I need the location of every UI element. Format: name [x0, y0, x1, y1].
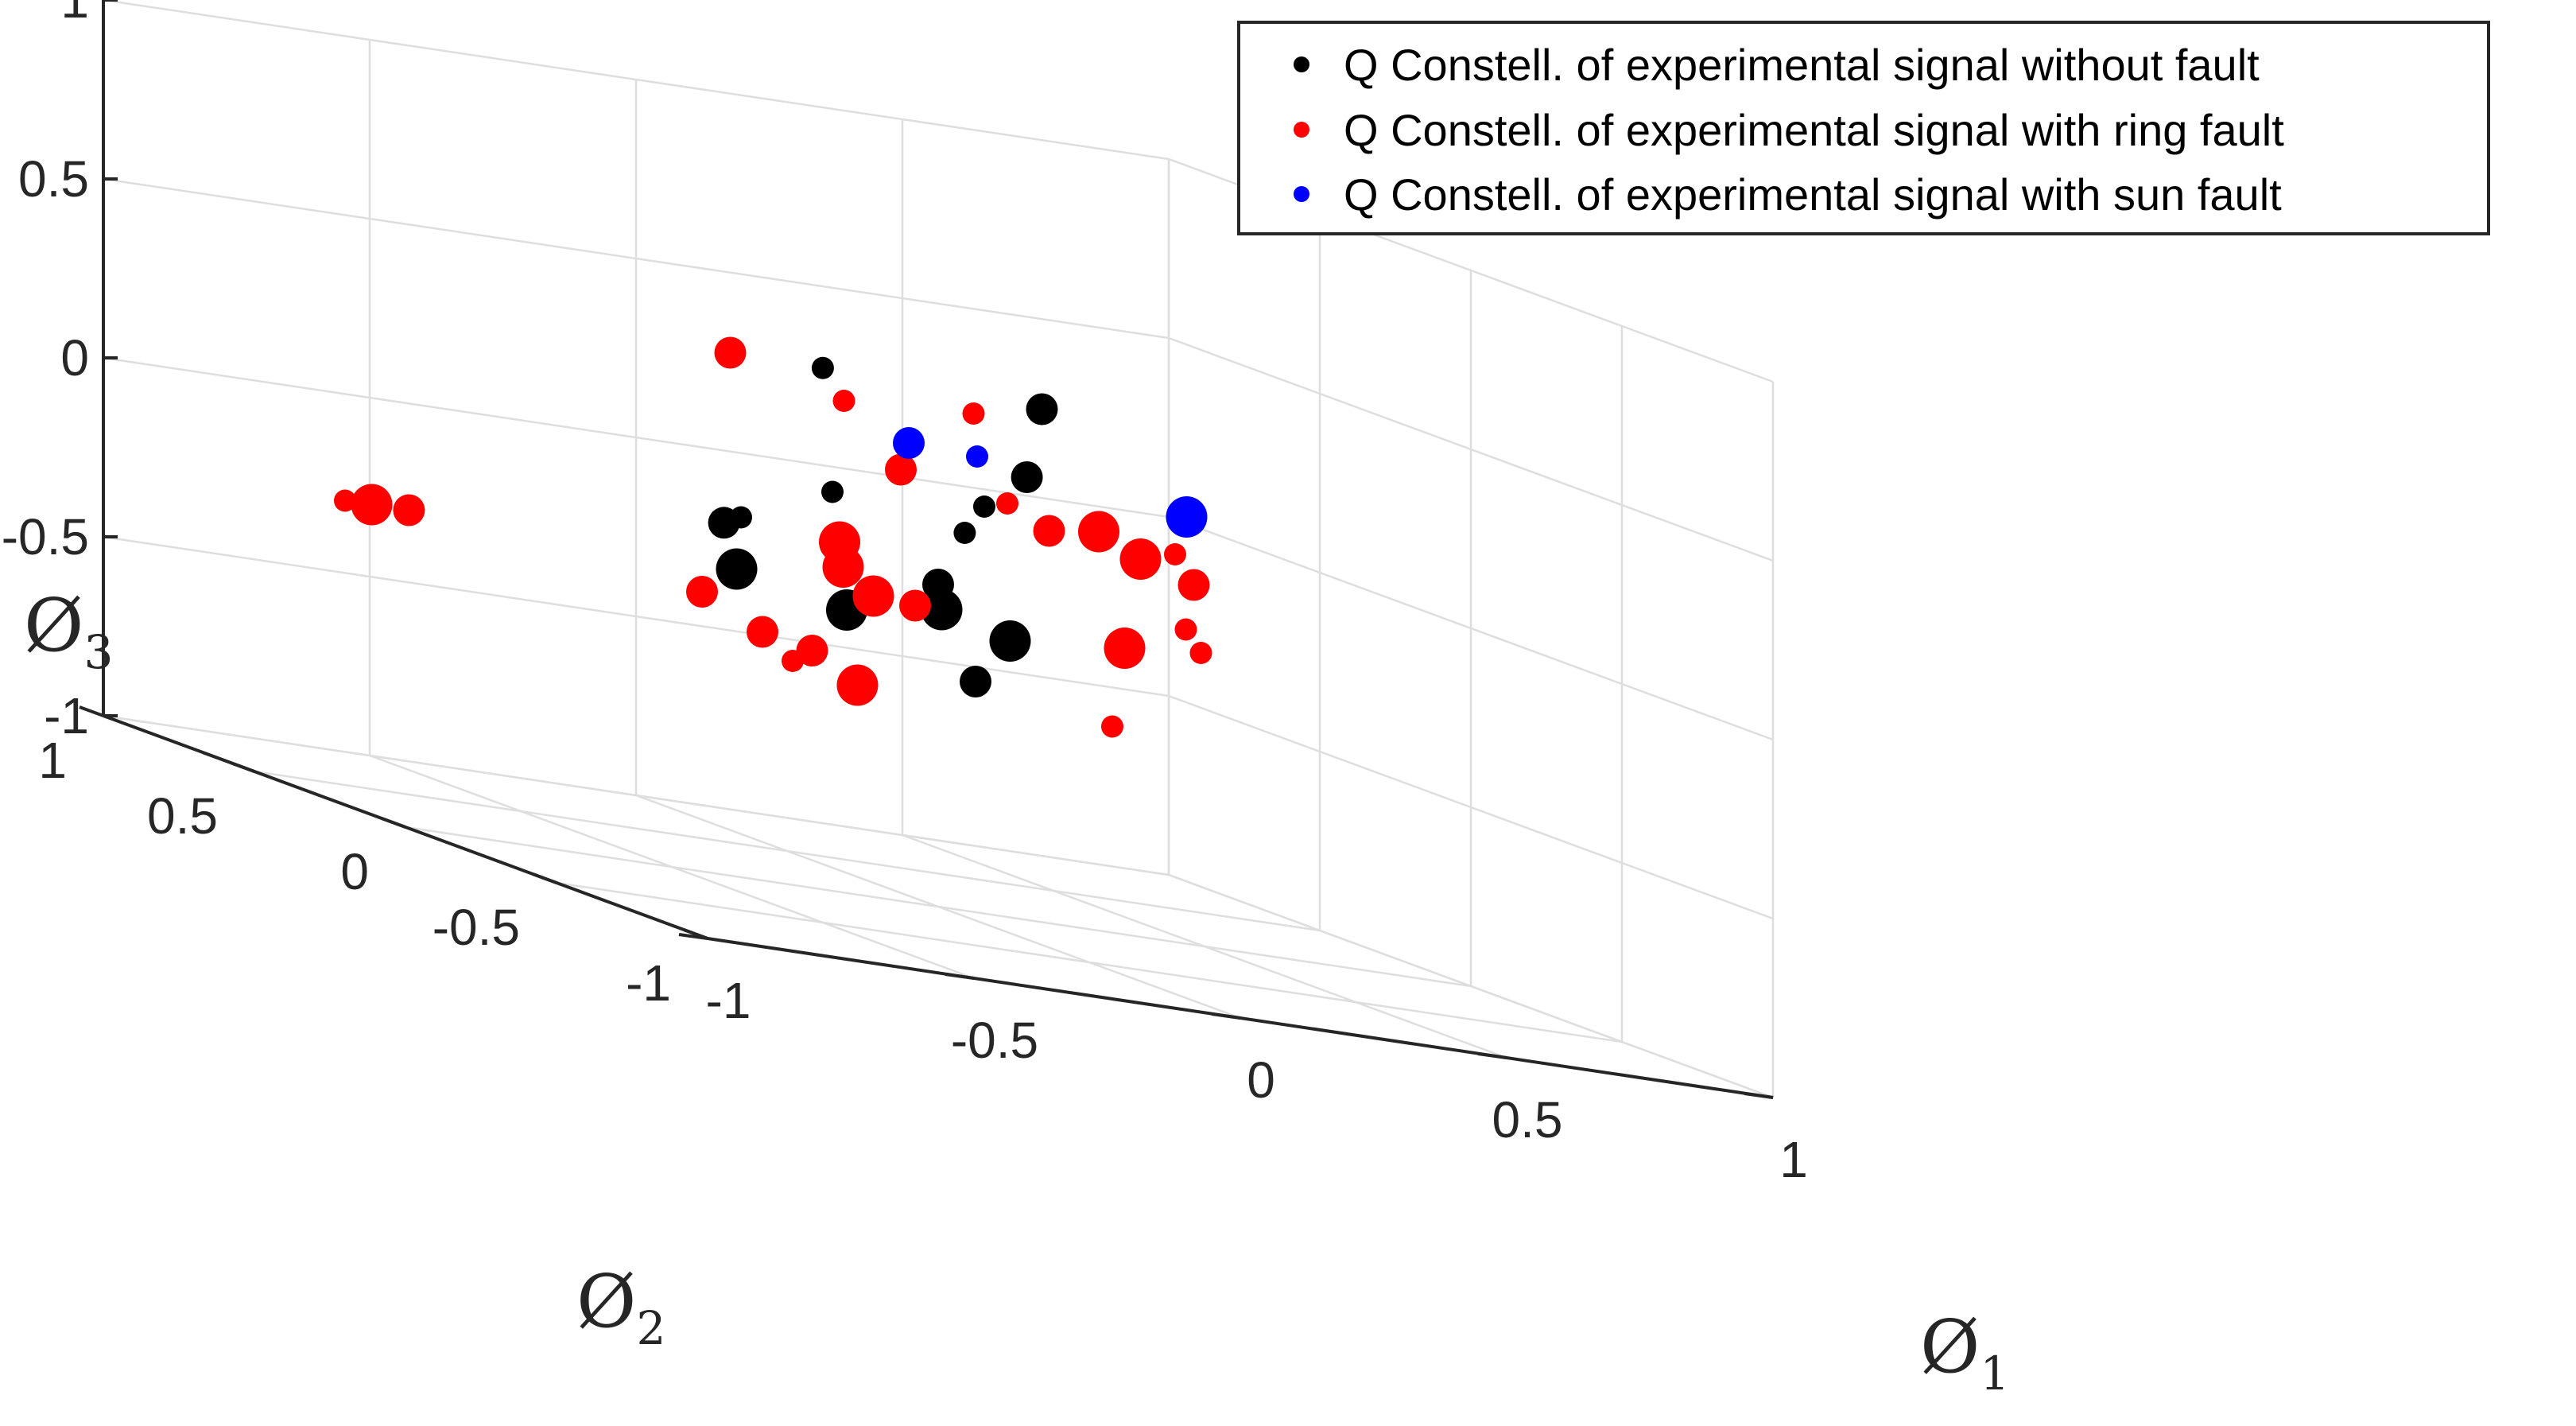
data-point-series-2 [1177, 569, 1210, 601]
x-tick-label: 1 [1779, 1131, 1808, 1188]
legend-label-ring-fault: Q Constell. of experimental signal with … [1344, 105, 2284, 155]
grid-line [103, 0, 1170, 161]
grid-line [103, 177, 1170, 340]
data-point-series-2 [351, 484, 393, 526]
data-point-series-2 [796, 635, 828, 666]
data-point-series-2 [686, 576, 718, 608]
data-point-series-2 [1101, 715, 1123, 738]
data-point-series-1 [973, 495, 995, 518]
y-tick-label: -0.5 [433, 899, 520, 956]
grid-line [1168, 515, 1774, 741]
legend-marker-sun-fault [1294, 186, 1309, 202]
x-tick-label: -1 [706, 972, 751, 1029]
z-tick-label: 0.5 [18, 150, 89, 208]
x-tick-label: -0.5 [951, 1012, 1038, 1069]
legend: Q Constell. of experimental signal witho… [1237, 21, 2490, 235]
data-point-series-2 [1104, 628, 1146, 669]
data-point-series-2 [996, 492, 1018, 515]
x-tick-mark [1744, 1092, 1774, 1099]
data-point-series-2 [1164, 543, 1186, 565]
data-point-series-2 [1033, 515, 1065, 547]
legend-marker-no-fault [1294, 56, 1309, 72]
data-point-series-1 [960, 666, 991, 697]
grid-line [254, 770, 1321, 932]
x-tick-mark [1477, 1052, 1507, 1059]
y-tick-mark [381, 817, 406, 829]
data-point-series-2 [899, 589, 931, 622]
data-point-series-2 [1174, 618, 1197, 641]
data-point-series-2 [334, 489, 356, 512]
z-axis-label: Ø3 [24, 583, 113, 679]
data-point-series-2 [832, 390, 855, 412]
data-point-series-3 [893, 427, 925, 459]
data-point-series-2 [885, 453, 917, 486]
data-point-series-2 [1119, 538, 1162, 580]
x-tick-label: 0 [1247, 1051, 1275, 1109]
data-point-series-2 [836, 664, 879, 706]
x-tick-mark [678, 933, 708, 940]
axis-lines [79, 0, 1774, 1099]
grid-lines [102, 0, 1775, 1099]
y-tick-label: 0 [340, 843, 369, 900]
grid-line [405, 826, 1472, 988]
data-point-series-1 [730, 506, 752, 529]
z-tick-label: -1 [44, 687, 89, 744]
data-point-series-1 [1026, 393, 1058, 425]
legend-box [1237, 21, 2490, 235]
data-point-series-2 [393, 494, 425, 526]
legend-label-sun-fault: Q Constell. of experimental signal with … [1344, 169, 2282, 220]
data-point-series-2 [962, 402, 985, 425]
z-tick-label: 1 [60, 0, 89, 29]
x-tick-mark [1211, 1012, 1241, 1020]
data-point-series-1 [989, 620, 1031, 662]
data-point-series-2 [1078, 511, 1119, 553]
y-tick-mark [532, 872, 557, 884]
legend-marker-ring-fault [1294, 122, 1309, 138]
data-point-series-1 [716, 548, 758, 590]
y-axis-label: Ø2 [576, 1259, 665, 1355]
x-axis-label: Ø1 [1920, 1304, 2009, 1401]
grid-line [902, 833, 1507, 1059]
data-point-series-2 [852, 575, 894, 617]
data-point-series-3 [966, 445, 988, 468]
y-tick-label: 0.5 [147, 787, 218, 845]
y-tick-mark [79, 705, 104, 717]
data-point-series-1 [811, 356, 834, 379]
data-point-series-1 [922, 569, 954, 600]
data-point-series-2 [822, 546, 864, 588]
data-point-series-1 [1011, 461, 1043, 493]
data-point-series-1 [921, 589, 963, 631]
data-points [334, 336, 1212, 738]
z-tick-label: -0.5 [2, 508, 89, 565]
grid-line [1168, 336, 1774, 562]
y-tick-label: 1 [38, 732, 67, 789]
data-point-series-1 [953, 522, 976, 544]
legend-label-no-fault: Q Constell. of experimental signal witho… [1344, 40, 2260, 90]
data-point-series-2 [714, 336, 747, 369]
x-tick-mark [945, 973, 975, 980]
x-tick-label: 0.5 [1492, 1091, 1563, 1148]
tick-labels: -1-0.500.51-1-0.500.51-1-0.500.51 [2, 0, 1808, 1188]
grid-line [103, 356, 1170, 519]
y-tick-mark [230, 761, 255, 773]
z-tick-label: 0 [60, 329, 89, 387]
data-point-series-1 [821, 480, 844, 503]
data-point-series-2 [747, 616, 778, 648]
y-tick-label: -1 [626, 954, 671, 1012]
data-point-series-3 [1166, 496, 1208, 538]
data-point-series-2 [1189, 642, 1212, 664]
